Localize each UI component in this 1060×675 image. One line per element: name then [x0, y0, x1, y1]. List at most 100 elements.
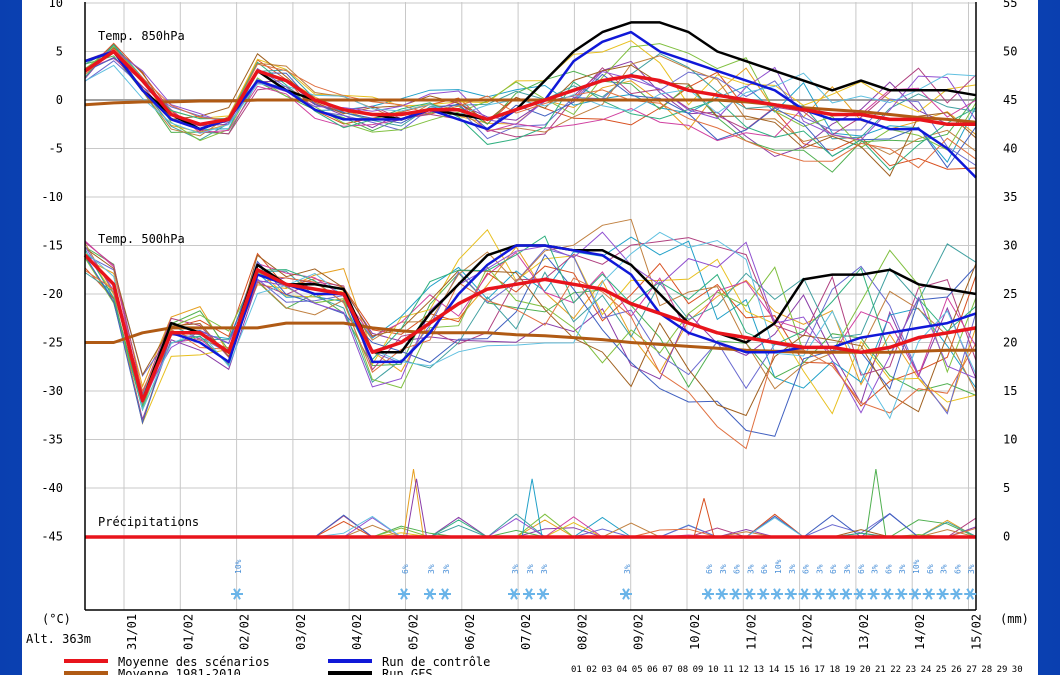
x-tick-label: 07/02: [519, 614, 533, 650]
precip-peak: [406, 478, 427, 538]
snowflake-center: [926, 591, 931, 597]
member-line-850: [84, 56, 977, 138]
y-right-tick-label: 0: [1003, 530, 1010, 544]
snow-probability-label: 3%: [540, 564, 549, 574]
climate-line-850: [84, 98, 977, 124]
day-number: 19: [845, 665, 856, 675]
snowflake-center: [774, 591, 780, 597]
snowflake-center: [526, 591, 532, 597]
y-left-tick-label: -15: [41, 239, 63, 253]
member-line-500: [84, 218, 977, 425]
member-line-500: [84, 269, 977, 450]
snow-probability-label: 3%: [871, 564, 880, 574]
day-number: 02: [586, 665, 597, 675]
y-left-tick-label: -10: [41, 190, 63, 204]
snowflake-icon: [771, 588, 783, 600]
snowflake-icon: [853, 588, 866, 600]
y-right-tick-label: 25: [1003, 287, 1017, 301]
y-left-tick-label: -30: [41, 384, 63, 398]
snow-probability-label: 3%: [967, 564, 976, 574]
snowflake-icon: [231, 588, 243, 600]
snowflake-icon: [922, 588, 935, 600]
climate-line-500: [85, 321, 976, 354]
day-number: 25: [936, 665, 947, 675]
x-tick-label: 15/02: [970, 614, 984, 650]
day-number: 18: [829, 665, 840, 675]
day-number: 17: [814, 665, 825, 675]
snowflake-center: [816, 591, 821, 597]
member-line-850: [84, 43, 977, 163]
y-left-tick-label: 0: [56, 93, 63, 107]
snowflake-icon: [784, 588, 797, 600]
snowflake-center: [511, 591, 517, 597]
snow-probability-label: 3%: [623, 564, 632, 574]
day-number: 05: [632, 665, 643, 675]
day-number: 24: [921, 665, 932, 675]
day-number: 23: [905, 665, 916, 675]
y-right-tick-label: 35: [1003, 190, 1017, 204]
snowflake-icon: [826, 588, 839, 600]
y-left-tick-label: -5: [49, 142, 63, 156]
member-line-500: [84, 246, 977, 407]
snowflake-center: [954, 591, 959, 597]
day-number: 06: [647, 665, 658, 675]
snowflake-icon: [743, 588, 756, 600]
snowflake-center: [912, 591, 918, 597]
y-right-tick-label: 40: [1003, 142, 1017, 156]
snow-probability-label: 6%: [926, 564, 935, 574]
member-line-500: [84, 236, 977, 409]
snowflake-center: [857, 591, 862, 597]
snowflake-icon: [424, 588, 436, 600]
snowflake-icon: [840, 588, 852, 600]
snow-probability-label: 10%: [234, 559, 243, 574]
snow-probability-label: 3%: [843, 564, 852, 574]
snowflake-icon: [798, 588, 811, 600]
snowflake-icon: [950, 588, 963, 600]
snowflake-center: [733, 591, 738, 597]
snow-probability-label: 3%: [815, 564, 824, 574]
member-line-850: [84, 55, 977, 173]
snowflake-icon: [523, 588, 535, 600]
altitude-label: Alt. 363m: [26, 632, 91, 646]
snow-probability-label: 3%: [719, 564, 728, 574]
day-number: 07: [662, 665, 673, 675]
day-number: 30: [1012, 665, 1023, 675]
snowflake-center: [401, 591, 407, 597]
snowflake-icon: [508, 588, 520, 600]
panel-label-500hpa: Temp. 500hPa: [98, 232, 185, 246]
axes: 1050-5-10-15-20-25-30-35-40-455550454035…: [41, 0, 1017, 650]
snow-probability-label: 3%: [788, 564, 797, 574]
snowflake-icon: [398, 588, 410, 600]
y-right-tick-label: 50: [1003, 45, 1017, 59]
main-series: [83, 21, 977, 539]
snowflake-icon: [895, 588, 908, 600]
snowflake-center: [843, 591, 849, 597]
snowflake-icon: [757, 588, 770, 600]
snowflake-center: [788, 591, 793, 597]
legend-label-climate: Moyenne 1981-2010: [118, 667, 241, 675]
y-right-tick-label: 15: [1003, 384, 1017, 398]
day-number: 01: [571, 665, 582, 675]
y-right-tick-label: 45: [1003, 93, 1017, 107]
snow-probability-label: 3%: [940, 564, 949, 574]
day-number: 21: [875, 665, 886, 675]
panel-label-precipitation: Précipitations: [98, 515, 199, 529]
legend-label-gfs: Run GFS: [382, 667, 433, 675]
y-left-tick-label: -35: [41, 433, 63, 447]
day-number: 20: [860, 665, 871, 675]
snowflake-icon: [439, 588, 451, 600]
day-number: 14: [769, 665, 780, 675]
x-tick-label: 11/02: [744, 614, 758, 650]
snowflake-center: [940, 591, 945, 597]
snowflake-icon: [881, 588, 894, 600]
legend-swatch-climate: [64, 671, 108, 675]
x-tick-label: 02/02: [238, 614, 252, 650]
snow-probability-label: 3%: [511, 564, 520, 574]
snow-probabilities: 10% 6% 3% 3% 3% 3% 3% 3% 6% 3% 6% 3% 6% 10% 3% 6% 3% 6% 3%…: [231, 559, 977, 600]
snowflake-center: [830, 591, 835, 597]
snowflake-center: [623, 591, 629, 597]
y-left-tick-label: -40: [41, 481, 63, 495]
snowflake-center: [885, 591, 890, 597]
